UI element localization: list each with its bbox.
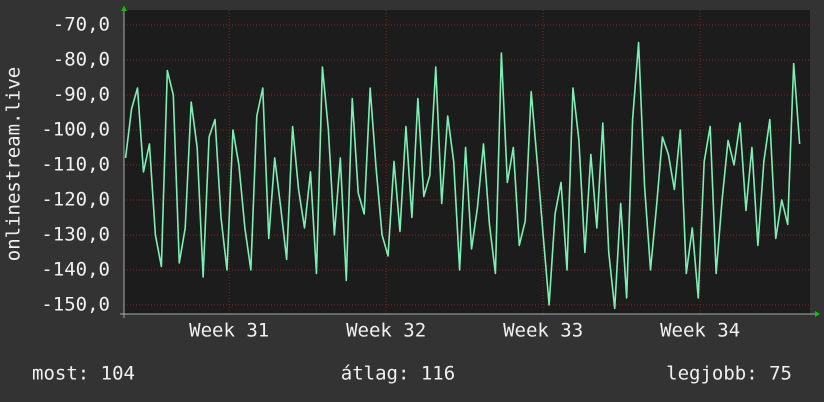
y-tick-label: -120,0 xyxy=(41,188,110,210)
y-tick-label: -90,0 xyxy=(53,84,110,106)
y-tick-label: -80,0 xyxy=(53,49,110,71)
y-tick-label: -140,0 xyxy=(41,258,110,280)
footer-average: átlag: 116 xyxy=(341,363,455,385)
y-tick-label: -70,0 xyxy=(53,14,110,36)
axis-arrow xyxy=(121,6,127,11)
y-tick-label: -150,0 xyxy=(41,293,110,315)
x-tick-label: Week 31 xyxy=(189,320,269,342)
x-tick-label: Week 33 xyxy=(503,320,583,342)
data-line xyxy=(124,41,801,310)
footer-best: legjobb: 75 xyxy=(666,363,792,385)
y-axis-label: onlinestream.live xyxy=(3,67,25,261)
x-tick-label: Week 34 xyxy=(660,320,740,342)
y-tick-label: -130,0 xyxy=(41,223,110,245)
x-tick-label: Week 32 xyxy=(346,320,426,342)
axis-arrow xyxy=(815,311,820,317)
y-tick-label: -100,0 xyxy=(41,118,110,140)
footer-current: most: 104 xyxy=(32,363,135,385)
y-tick-label: -110,0 xyxy=(41,153,110,175)
